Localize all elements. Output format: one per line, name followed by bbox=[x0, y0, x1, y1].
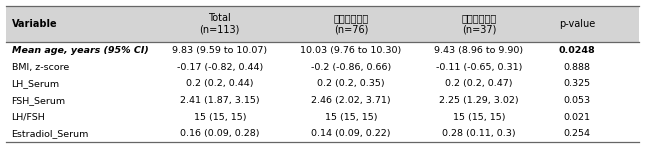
Text: 9.43 (8.96 to 9.90): 9.43 (8.96 to 9.90) bbox=[434, 46, 524, 55]
Text: 0.2 (0.2, 0.47): 0.2 (0.2, 0.47) bbox=[445, 79, 513, 89]
Bar bbox=[6, 6, 639, 42]
Bar bbox=[6, 76, 639, 92]
Bar bbox=[6, 92, 639, 109]
Text: 0.14 (0.09, 0.22): 0.14 (0.09, 0.22) bbox=[311, 129, 391, 138]
Text: 0.325: 0.325 bbox=[563, 79, 590, 89]
Text: 0.0248: 0.0248 bbox=[559, 46, 595, 55]
Bar bbox=[6, 109, 639, 126]
Bar bbox=[6, 59, 639, 76]
Text: -0.11 (-0.65, 0.31): -0.11 (-0.65, 0.31) bbox=[436, 63, 522, 72]
Text: -0.17 (-0.82, 0.44): -0.17 (-0.82, 0.44) bbox=[177, 63, 263, 72]
Text: 0.2 (0.2, 0.44): 0.2 (0.2, 0.44) bbox=[186, 79, 253, 89]
Text: 0.2 (0.2, 0.35): 0.2 (0.2, 0.35) bbox=[317, 79, 385, 89]
Text: 0.021: 0.021 bbox=[564, 113, 590, 122]
Text: BMI, z-score: BMI, z-score bbox=[12, 63, 69, 72]
Text: LH_Serum: LH_Serum bbox=[12, 79, 59, 89]
Text: -0.2 (-0.86, 0.66): -0.2 (-0.86, 0.66) bbox=[311, 63, 391, 72]
Text: 9.83 (9.59 to 10.07): 9.83 (9.59 to 10.07) bbox=[172, 46, 267, 55]
Text: 0.16 (0.09, 0.28): 0.16 (0.09, 0.28) bbox=[180, 129, 259, 138]
Text: Variable: Variable bbox=[12, 19, 57, 29]
Text: 10.03 (9.76 to 10.30): 10.03 (9.76 to 10.30) bbox=[301, 46, 402, 55]
Text: Mean age, years (95% CI): Mean age, years (95% CI) bbox=[12, 46, 148, 55]
Text: Total
(n=113): Total (n=113) bbox=[199, 13, 240, 35]
Text: 15 (15, 15): 15 (15, 15) bbox=[324, 113, 377, 122]
Text: 15 (15, 15): 15 (15, 15) bbox=[194, 113, 246, 122]
Text: LH/FSH: LH/FSH bbox=[12, 113, 45, 122]
Text: 0.053: 0.053 bbox=[563, 96, 590, 105]
Text: 2.25 (1.29, 3.02): 2.25 (1.29, 3.02) bbox=[439, 96, 519, 105]
Text: Estradiol_Serum: Estradiol_Serum bbox=[12, 129, 89, 138]
Text: 0.254: 0.254 bbox=[564, 129, 590, 138]
Text: 2.46 (2.02, 3.71): 2.46 (2.02, 3.71) bbox=[311, 96, 391, 105]
Text: 봉곡초등학교
(n=76): 봉곡초등학교 (n=76) bbox=[333, 13, 368, 35]
Bar bbox=[6, 42, 639, 59]
Text: 0.28 (0.11, 0.3): 0.28 (0.11, 0.3) bbox=[442, 129, 516, 138]
Text: 0.888: 0.888 bbox=[564, 63, 590, 72]
Text: 15 (15, 15): 15 (15, 15) bbox=[453, 113, 505, 122]
Bar bbox=[6, 126, 639, 142]
Text: p-value: p-value bbox=[559, 19, 595, 29]
Text: FSH_Serum: FSH_Serum bbox=[12, 96, 66, 105]
Text: 비산초등학교
(n=37): 비산초등학교 (n=37) bbox=[461, 13, 497, 35]
Text: 2.41 (1.87, 3.15): 2.41 (1.87, 3.15) bbox=[180, 96, 259, 105]
